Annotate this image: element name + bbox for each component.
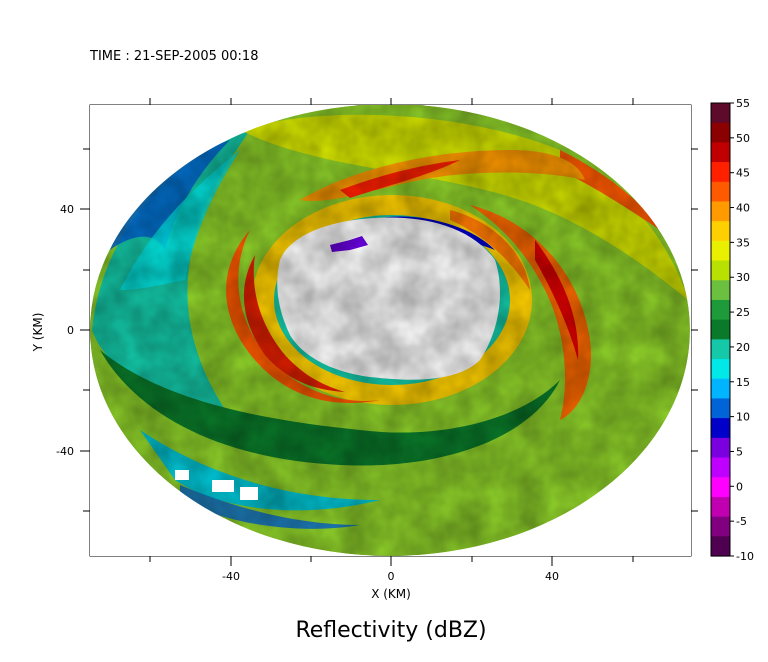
data-gap-1 [212, 480, 234, 492]
colorbar-segment [711, 221, 730, 242]
colorbar-tick-label: 0 [736, 480, 743, 493]
y-tick-label: 40 [60, 203, 74, 216]
colorbar-segment [711, 260, 730, 281]
time-label: TIME : 21-SEP-2005 00:18 [89, 49, 258, 64]
x-tick-label: 0 [388, 570, 395, 583]
x-tick-label: -40 [222, 570, 240, 583]
colorbar [710, 102, 731, 557]
colorbar-tick-label: 50 [736, 132, 750, 145]
chart-title: Reflectivity (dBZ) [295, 618, 486, 643]
data-gap-2 [240, 487, 258, 500]
x-axis-label: X (KM) [371, 587, 411, 601]
colorbar-tick-label: -10 [736, 550, 754, 563]
colorbar-segment [711, 359, 730, 380]
colorbar-segment [711, 496, 730, 518]
axis-ticks [80, 98, 698, 566]
colorbar-tick-label: 10 [736, 411, 750, 424]
y-tick-label: -40 [56, 445, 74, 458]
colorbar-tick-label: 45 [736, 167, 750, 180]
colorbar-segment [711, 240, 730, 262]
colorbar-segment [711, 122, 730, 143]
colorbar-tick-label: 15 [736, 376, 750, 389]
colorbar-segment [711, 418, 730, 439]
reflectivity-field [90, 105, 691, 556]
colorbar-segment [711, 299, 730, 321]
colorbar-tick-label: 35 [736, 236, 750, 249]
colorbar-segment [711, 280, 730, 301]
colorbar-tick-label: 25 [736, 306, 750, 319]
colorbar-segment [711, 457, 730, 478]
y-tick-label: 0 [67, 324, 74, 337]
x-tick-label: 40 [545, 570, 559, 583]
colorbar-segment [711, 162, 730, 183]
colorbar-tick-label: -5 [736, 515, 747, 528]
colorbar-frame [710, 102, 731, 557]
colorbar-segment [711, 201, 730, 222]
colorbar-segment [711, 142, 730, 163]
colorbar-segment [711, 378, 730, 400]
colorbar-segment [711, 516, 730, 537]
y-axis-label: Y (KM) [31, 313, 45, 353]
colorbar-segment [711, 181, 730, 203]
colorbar-tick-label: 5 [736, 445, 743, 458]
data-gap-3 [175, 470, 189, 480]
outer-mask [90, 105, 691, 556]
colorbar-tick-label: 30 [736, 271, 750, 284]
texture-overlay [90, 105, 690, 556]
colorbar-segment [711, 319, 730, 340]
colorbar-segment [711, 398, 730, 419]
colorbar-segment [711, 437, 730, 459]
colorbar-segment [711, 477, 730, 498]
colorbar-tick-label: 20 [736, 341, 750, 354]
colorbar-tick-label: 40 [736, 202, 750, 215]
colorbar-tick-label: 55 [736, 97, 750, 110]
colorbar-segment [711, 536, 730, 557]
colorbar-segment [711, 339, 730, 360]
colorbar-segment [711, 103, 730, 124]
